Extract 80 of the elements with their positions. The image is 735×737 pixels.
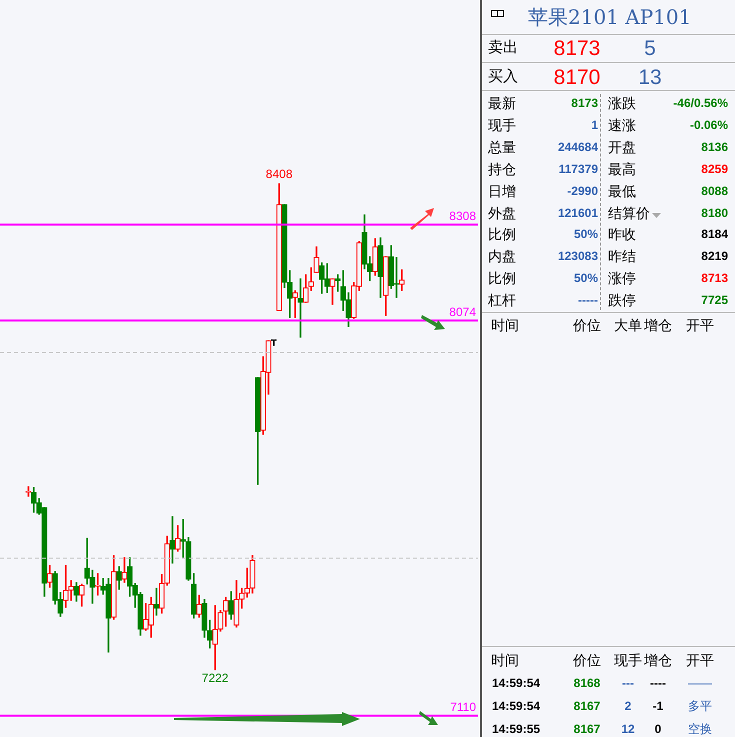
text: 121601 bbox=[558, 206, 598, 220]
text: 13 bbox=[638, 66, 662, 89]
text: 增仓 bbox=[644, 652, 672, 668]
text: 14:59:54 bbox=[492, 676, 540, 690]
text: 8167 bbox=[574, 699, 600, 713]
text: 8184 bbox=[701, 227, 728, 242]
text: 持仓 bbox=[488, 160, 516, 177]
text: 1 bbox=[591, 118, 598, 132]
text: -1 bbox=[652, 699, 664, 713]
text: 244684 bbox=[558, 140, 598, 154]
text: 123083 bbox=[558, 249, 598, 264]
text: -2990 bbox=[567, 184, 598, 198]
text: 最高 bbox=[608, 160, 636, 177]
text: 比例 bbox=[488, 226, 516, 242]
text: 卖出 bbox=[488, 39, 518, 56]
text: 买入 bbox=[488, 68, 518, 85]
text: 价位 bbox=[573, 652, 601, 668]
text: 结算价 bbox=[608, 204, 650, 220]
text: 开平 bbox=[686, 317, 714, 333]
text: 比例 bbox=[488, 270, 516, 286]
annotation: 7222 bbox=[202, 671, 229, 686]
text: 50% bbox=[574, 227, 598, 242]
text: 最低 bbox=[608, 182, 636, 199]
text: 8170 bbox=[554, 66, 600, 89]
text: 8136 bbox=[701, 140, 728, 154]
text: 8180 bbox=[701, 206, 728, 220]
text: 117379 bbox=[558, 162, 598, 176]
text: 现手 bbox=[488, 116, 516, 133]
text: 开盘 bbox=[608, 138, 636, 155]
text: 最新 bbox=[488, 95, 516, 111]
annotation: 8408 bbox=[266, 166, 293, 181]
text: 50% bbox=[574, 271, 598, 286]
ref-line-label: 8074 bbox=[449, 304, 476, 319]
text: 总量 bbox=[488, 138, 516, 155]
text: 8173 bbox=[554, 37, 600, 60]
text: 苹果2101 AP101 bbox=[528, 5, 692, 29]
text: 昨结 bbox=[608, 248, 636, 264]
text: 增仓 bbox=[644, 317, 672, 333]
text: 大单 bbox=[614, 317, 642, 333]
text: 昨收 bbox=[608, 226, 636, 242]
text: 14:59:55 bbox=[492, 722, 540, 736]
text: --- bbox=[622, 676, 634, 690]
text: 内盘 bbox=[488, 248, 516, 264]
candlestick bbox=[154, 588, 160, 616]
text: 速涨 bbox=[608, 116, 636, 133]
text: 外盘 bbox=[488, 204, 516, 220]
text: 8259 bbox=[701, 162, 728, 176]
text: 8173 bbox=[571, 96, 598, 110]
text: 8219 bbox=[701, 249, 728, 264]
text: 14:59:54 bbox=[492, 699, 540, 713]
text: 8168 bbox=[574, 676, 600, 690]
text: 现手 bbox=[614, 652, 642, 668]
text: ---- bbox=[650, 676, 666, 690]
text: 日增 bbox=[488, 182, 516, 199]
ref-line-label: 7110 bbox=[450, 700, 476, 714]
text: 2 bbox=[624, 699, 632, 713]
text: —— bbox=[688, 676, 712, 690]
text: 5 bbox=[644, 37, 656, 60]
text: 7725 bbox=[701, 293, 728, 308]
text: 空换 bbox=[688, 722, 712, 736]
text: 0 bbox=[654, 722, 662, 736]
text: 多平 bbox=[688, 699, 712, 713]
text: 8088 bbox=[701, 184, 728, 198]
candlestick bbox=[170, 516, 176, 564]
text: 时间 bbox=[491, 317, 519, 333]
text: -46/0.56% bbox=[673, 96, 728, 110]
text: ----- bbox=[578, 293, 598, 308]
text: -0.06% bbox=[690, 118, 728, 132]
text: 12 bbox=[621, 722, 635, 736]
text: 8167 bbox=[574, 722, 600, 736]
ref-line-label: 8308 bbox=[449, 208, 476, 223]
text: 8713 bbox=[701, 271, 728, 286]
text: 涨停 bbox=[608, 270, 636, 286]
text: 跌停 bbox=[608, 292, 636, 308]
text: 涨跌 bbox=[608, 95, 636, 111]
text: 开平 bbox=[686, 652, 714, 668]
text: 杠杆 bbox=[488, 292, 516, 308]
candlestick bbox=[298, 278, 304, 338]
text: 时间 bbox=[491, 652, 519, 668]
text: 价位 bbox=[573, 317, 601, 333]
